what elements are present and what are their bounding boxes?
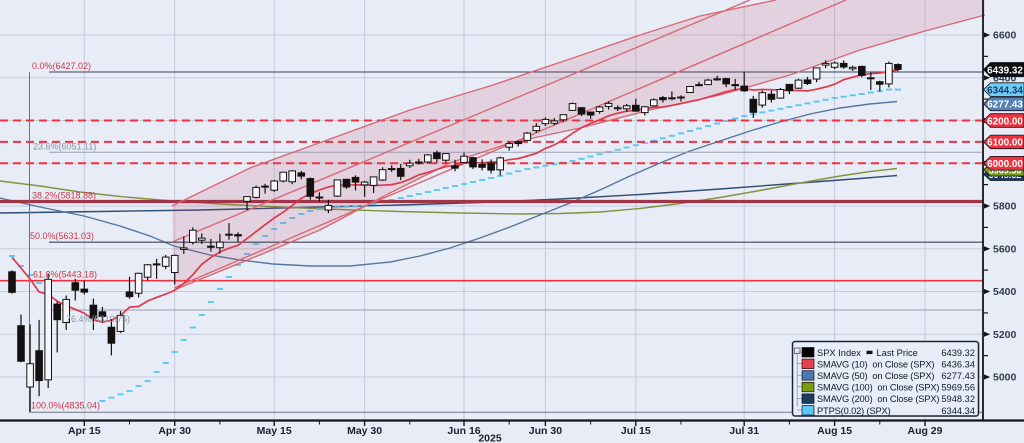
svg-text:5200: 5200	[993, 329, 1017, 341]
svg-text:SMAVG (10) on Close (SPX): SMAVG (10) on Close (SPX)	[817, 359, 934, 369]
svg-text:SPX Index: SPX Index	[817, 348, 861, 358]
svg-text:6000.00: 6000.00	[987, 159, 1023, 170]
svg-text:Aug 29: Aug 29	[907, 425, 942, 437]
svg-text:5400: 5400	[993, 286, 1017, 298]
svg-text:0.0%(6427.02): 0.0%(6427.02)	[32, 61, 91, 71]
svg-text:61.8%(5443.18): 61.8%(5443.18)	[33, 270, 97, 280]
svg-text:6277.43: 6277.43	[987, 100, 1023, 111]
svg-text:76.4%(5310.75): 76.4%(5310.75)	[66, 314, 130, 324]
svg-text:5800: 5800	[993, 201, 1017, 213]
svg-text:6439.32: 6439.32	[941, 348, 975, 358]
svg-text:SMAVG (50) on Close (SPX): SMAVG (50) on Close (SPX)	[817, 371, 934, 381]
svg-text:Jun 30: Jun 30	[529, 425, 562, 437]
svg-text:5969.56: 5969.56	[941, 383, 975, 393]
svg-text:SMAVG (200) on Close (SPX): SMAVG (200) on Close (SPX)	[817, 394, 939, 404]
svg-text:6344.34: 6344.34	[941, 406, 975, 416]
svg-text:5000: 5000	[993, 372, 1017, 384]
svg-text:PTPS(0.02) (SPX): PTPS(0.02) (SPX)	[817, 406, 891, 416]
svg-text:Apr 30: Apr 30	[158, 425, 191, 437]
svg-text:6436.34: 6436.34	[941, 359, 975, 369]
svg-text:100.0%(4835.04): 100.0%(4835.04)	[31, 401, 100, 411]
svg-text:Jun 16: Jun 16	[447, 425, 480, 437]
svg-text:38.2%(5818.88): 38.2%(5818.88)	[32, 190, 96, 200]
svg-text:Aug 15: Aug 15	[817, 425, 852, 437]
svg-text:5948.32: 5948.32	[941, 394, 975, 404]
svg-text:5969.56: 5969.56	[989, 166, 1022, 176]
svg-text:Last Price: Last Price	[877, 348, 918, 358]
svg-text:6100.00: 6100.00	[987, 138, 1023, 149]
svg-text:May 30: May 30	[347, 425, 382, 437]
svg-text:Apr 15: Apr 15	[68, 425, 101, 437]
svg-text:6200.00: 6200.00	[987, 116, 1023, 127]
svg-text:2025: 2025	[478, 433, 502, 443]
svg-text:Jul 31: Jul 31	[729, 425, 759, 437]
svg-text:Jul 15: Jul 15	[621, 425, 651, 437]
svg-text:50.0%(5631.03): 50.0%(5631.03)	[30, 231, 94, 241]
svg-text:6600: 6600	[993, 30, 1017, 42]
svg-text:SMAVG (100) on Close (SPX): SMAVG (100) on Close (SPX)	[817, 383, 939, 393]
svg-text:5600: 5600	[993, 243, 1017, 255]
svg-text:6439.32: 6439.32	[987, 65, 1023, 76]
svg-text:May 15: May 15	[257, 425, 292, 437]
svg-text:6277.43: 6277.43	[941, 371, 975, 381]
svg-text:6344.34: 6344.34	[987, 85, 1023, 96]
svg-text:23.6%(6051.11): 23.6%(6051.11)	[33, 141, 96, 151]
